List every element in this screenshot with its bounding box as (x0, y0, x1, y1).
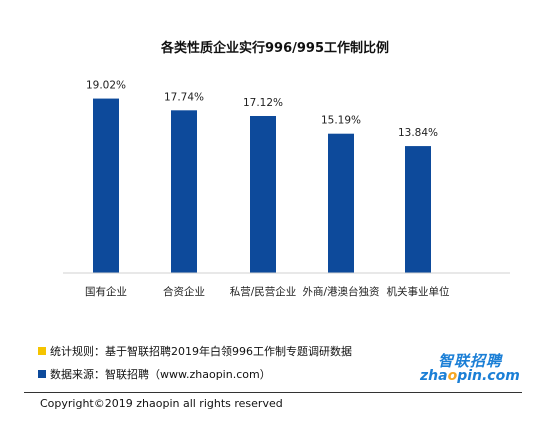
data-label-2: 17.74% (164, 91, 204, 103)
data-label-4: 15.19% (321, 115, 361, 127)
data-source-note: 数据来源：智联招聘（www.zhaopin.com） (38, 366, 271, 382)
category-label-5: 机关事业单位 (387, 285, 450, 298)
category-label-1: 国有企业 (85, 285, 127, 298)
data-label-3: 17.12% (243, 97, 283, 109)
data-label-5: 13.84% (398, 127, 438, 139)
copyright-text: Copyright©2019 zhaopin all rights reserv… (40, 397, 283, 410)
blue-square-marker (38, 370, 46, 378)
bar-5 (405, 146, 431, 273)
data-label-1: 19.02% (86, 80, 126, 92)
category-label-3: 私营/民营企业 (230, 285, 297, 298)
bars-group: 19.02% 国有企业 17.74% 合资企业 17.12% 私营/民营企业 15.19% 外… (85, 80, 450, 298)
category-label-4: 外商/港澳台独资 (302, 285, 379, 298)
footer-divider (24, 392, 522, 393)
yellow-square-marker (38, 347, 46, 355)
logo-english-text: zhaopin.com (420, 368, 520, 384)
stat-rule-note: 统计规则：基于智联招聘2019年白领996工作制专题调研数据 (38, 343, 352, 359)
logo-chinese-text: 智联招聘 (438, 352, 503, 370)
bar-3 (250, 115, 276, 273)
bar-chart: 各类性质企业实行996/995工作制比例 19.02% 国有企业 17.74% 合资企… (63, 40, 510, 298)
zhaopin-logo: 智联招聘 zhaopin.com (420, 350, 520, 390)
chart-title: 各类性质企业实行996/995工作制比例 (160, 40, 389, 56)
stat-rule-text: 统计规则：基于智联招聘2019年白领996工作制专题调研数据 (50, 345, 352, 358)
category-label-2: 合资企业 (163, 285, 205, 298)
data-source-text: 数据来源：智联招聘（www.zhaopin.com） (50, 368, 271, 381)
bar-2 (171, 110, 197, 273)
bar-4 (328, 133, 354, 273)
bar-1 (93, 98, 119, 273)
